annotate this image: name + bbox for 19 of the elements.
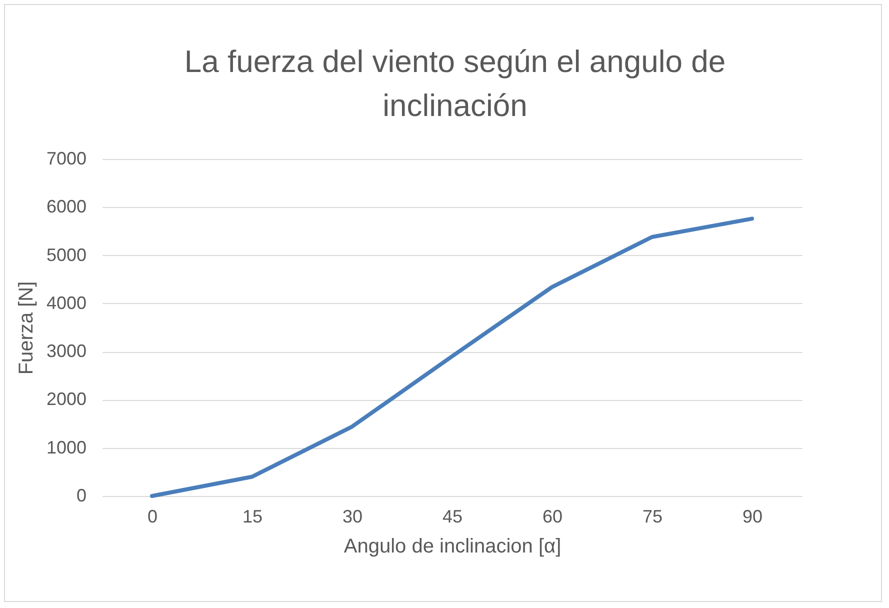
y-tick-label: 1000: [46, 437, 86, 458]
y-tick-label: 6000: [46, 196, 86, 217]
y-tick-label: 3000: [46, 341, 86, 362]
chart-title: La fuerza del viento según el angulo de inclinación: [183, 43, 727, 125]
x-tick-label: 0: [147, 506, 158, 526]
y-tick-label: 2000: [46, 389, 86, 410]
x-tick-label: 45: [442, 506, 463, 526]
y-tick-label: 5000: [46, 244, 86, 265]
y-tick-label: 7000: [46, 148, 86, 168]
x-tick-label: 15: [242, 506, 263, 526]
y-tick-label: 4000: [46, 292, 86, 313]
x-tick-label: 75: [642, 506, 663, 526]
y-tick-label: 0: [76, 486, 86, 506]
x-axis-title: Angulo de inclinacion [α]: [344, 536, 562, 558]
line-series: [150, 216, 754, 498]
x-tick-label: 90: [742, 506, 763, 526]
x-tick-label: 30: [342, 506, 363, 526]
x-tick-label: 60: [542, 506, 563, 526]
y-axis-title: Fuerza [N]: [15, 281, 38, 375]
